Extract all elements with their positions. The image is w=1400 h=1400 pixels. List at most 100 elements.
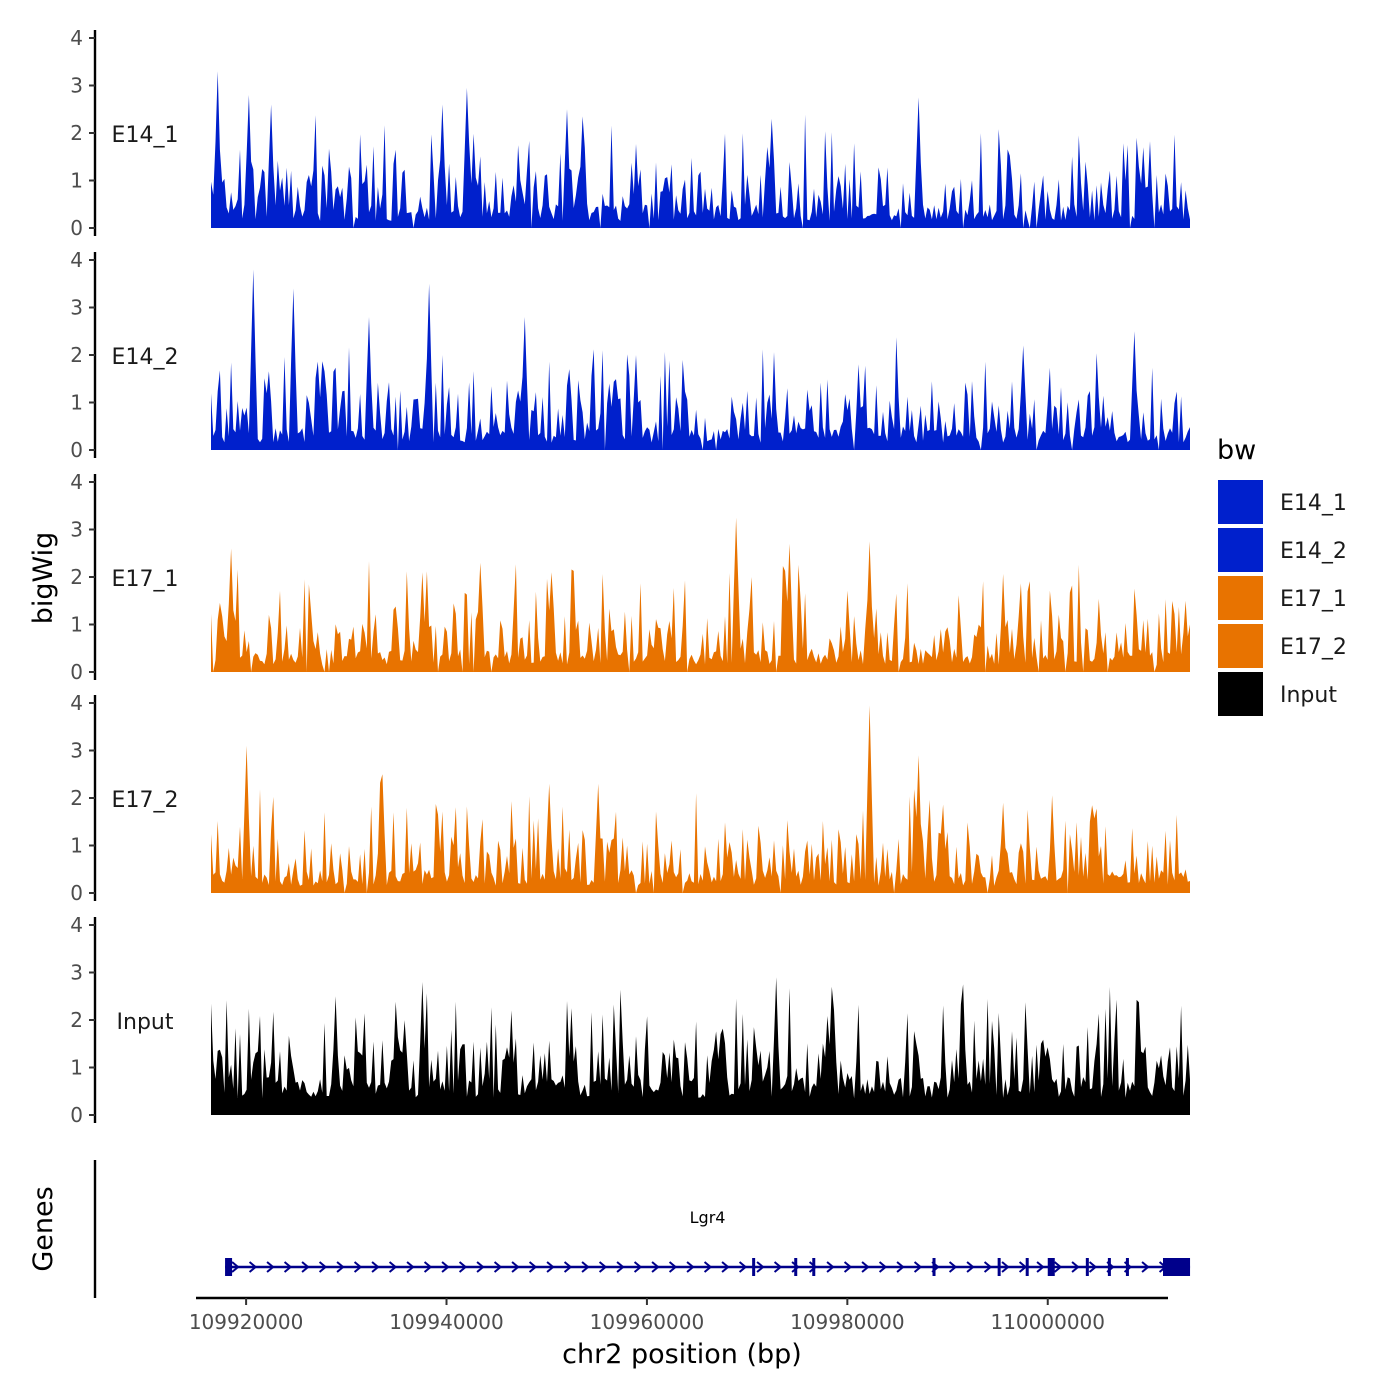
strand-arrow xyxy=(388,1261,398,1273)
track-label: E17_2 xyxy=(112,788,179,813)
strand-arrow xyxy=(423,1261,433,1273)
strand-arrow xyxy=(598,1261,608,1273)
strand-arrow xyxy=(791,1261,800,1273)
y-tick-label: 1 xyxy=(70,391,83,415)
strand-arrow xyxy=(353,1261,363,1273)
x-tick-label: 109960000 xyxy=(590,1310,705,1334)
gene-track: Genes Lgr4 xyxy=(28,1160,1191,1298)
x-axis: 109920000 109940000 109960000 109980000 1100… xyxy=(189,1296,1168,1370)
strand-arrow xyxy=(721,1261,730,1273)
legend-label-E17_2: E17_2 xyxy=(1280,635,1347,660)
strand-arrow xyxy=(861,1261,870,1273)
strand-arrow xyxy=(1036,1261,1045,1273)
gene-exon xyxy=(1025,1258,1029,1276)
strand-arrow xyxy=(1088,1261,1098,1273)
strand-arrow xyxy=(458,1261,468,1273)
strand-arrow xyxy=(563,1261,573,1273)
strand-arrow xyxy=(913,1261,923,1273)
y-tick-label: 2 xyxy=(70,786,83,810)
track-label: E14_1 xyxy=(112,123,179,148)
gene-exon xyxy=(752,1258,756,1276)
strand-arrow xyxy=(616,1261,625,1273)
gene-exon xyxy=(1085,1258,1089,1276)
gene-exon xyxy=(794,1258,798,1276)
strand-arrow xyxy=(808,1261,818,1273)
y-tick-label: 2 xyxy=(70,565,83,589)
gene-exon xyxy=(225,1258,233,1276)
legend-swatch-E17_2 xyxy=(1218,624,1263,668)
legend-swatch-E14_1 xyxy=(1218,480,1263,524)
strand-arrow xyxy=(756,1261,765,1273)
track-Input: 0 1 2 3 4 Input xyxy=(70,913,1190,1127)
track-E14_1: 0 1 2 3 4 E14_1 xyxy=(70,26,1190,240)
x-tick-label: 110000000 xyxy=(990,1310,1105,1334)
y-tick-label: 1 xyxy=(70,834,83,858)
track-E17_1: 0 1 2 3 4 E17_1 xyxy=(70,470,1190,684)
x-axis-title: chr2 position (bp) xyxy=(562,1339,802,1370)
y-tick-label: 1 xyxy=(70,169,83,193)
strand-arrow xyxy=(686,1261,695,1273)
x-tick-label: 109980000 xyxy=(790,1310,905,1334)
x-tick-label: 109920000 xyxy=(189,1310,304,1334)
y-tick-label: 4 xyxy=(70,470,83,494)
y-tick-label: 0 xyxy=(70,216,83,240)
strand-arrow xyxy=(476,1261,485,1273)
gene-name-label: Lgr4 xyxy=(690,1208,726,1227)
strand-arrow xyxy=(703,1261,713,1273)
y-tick-label: 1 xyxy=(70,613,83,637)
strand-arrow xyxy=(511,1261,520,1273)
strand-arrow xyxy=(738,1261,748,1273)
strand-arrow xyxy=(528,1261,538,1273)
track-label: Input xyxy=(117,1010,174,1035)
strand-arrow xyxy=(301,1261,310,1273)
strand-arrow xyxy=(546,1261,555,1273)
y-tick-label: 1 xyxy=(70,1056,83,1080)
y-axis-title: bigWig xyxy=(28,532,59,625)
coverage-area-Input xyxy=(211,977,1190,1115)
coverage-area-E17_2 xyxy=(211,705,1190,893)
strand-arrow xyxy=(248,1261,258,1273)
y-tick-label: 0 xyxy=(70,438,83,462)
gene-exon xyxy=(1047,1258,1055,1276)
gene-exon xyxy=(1162,1258,1191,1276)
strand-arrow xyxy=(668,1261,678,1273)
strand-arrow xyxy=(651,1261,660,1273)
y-tick-label: 2 xyxy=(70,121,83,145)
strand-arrow xyxy=(406,1261,415,1273)
legend-label-Input: Input xyxy=(1280,683,1337,708)
legend-swatch-E17_1 xyxy=(1218,576,1263,620)
strand-arrow xyxy=(948,1261,958,1273)
y-tick-label: 3 xyxy=(70,296,83,320)
strand-arrow xyxy=(1071,1261,1080,1273)
y-tick-label: 4 xyxy=(70,26,83,50)
y-tick-label: 4 xyxy=(70,248,83,272)
coverage-area-E17_1 xyxy=(211,517,1190,672)
track-E14_2: 0 1 2 3 4 E14_2 xyxy=(70,248,1190,462)
strand-arrow xyxy=(266,1261,275,1273)
y-tick-label: 0 xyxy=(70,660,83,684)
strand-arrow xyxy=(493,1261,503,1273)
strand-arrow xyxy=(843,1261,853,1273)
gene-exon xyxy=(812,1258,816,1276)
strand-arrow xyxy=(441,1261,450,1273)
track-label: E17_1 xyxy=(112,567,179,592)
strand-arrow xyxy=(983,1261,993,1273)
strand-arrow xyxy=(633,1261,643,1273)
legend-title: bw xyxy=(1217,435,1256,466)
y-tick-label: 0 xyxy=(70,1103,83,1127)
y-tick-label: 3 xyxy=(70,961,83,985)
strand-arrow xyxy=(1001,1261,1010,1273)
strand-arrow xyxy=(318,1261,328,1273)
strand-arrow xyxy=(773,1261,783,1273)
y-tick-label: 2 xyxy=(70,1008,83,1032)
track-E17_2: 0 1 2 3 4 E17_2 xyxy=(70,691,1190,905)
strand-arrow xyxy=(966,1261,975,1273)
gene-track-title: Genes xyxy=(28,1186,59,1271)
strand-arrow xyxy=(231,1261,240,1273)
legend-swatch-Input xyxy=(1218,672,1263,716)
gene-exon xyxy=(932,1258,936,1276)
gene-exon xyxy=(997,1258,1001,1276)
gene-exon xyxy=(1125,1258,1129,1276)
strand-arrow xyxy=(1018,1261,1028,1273)
